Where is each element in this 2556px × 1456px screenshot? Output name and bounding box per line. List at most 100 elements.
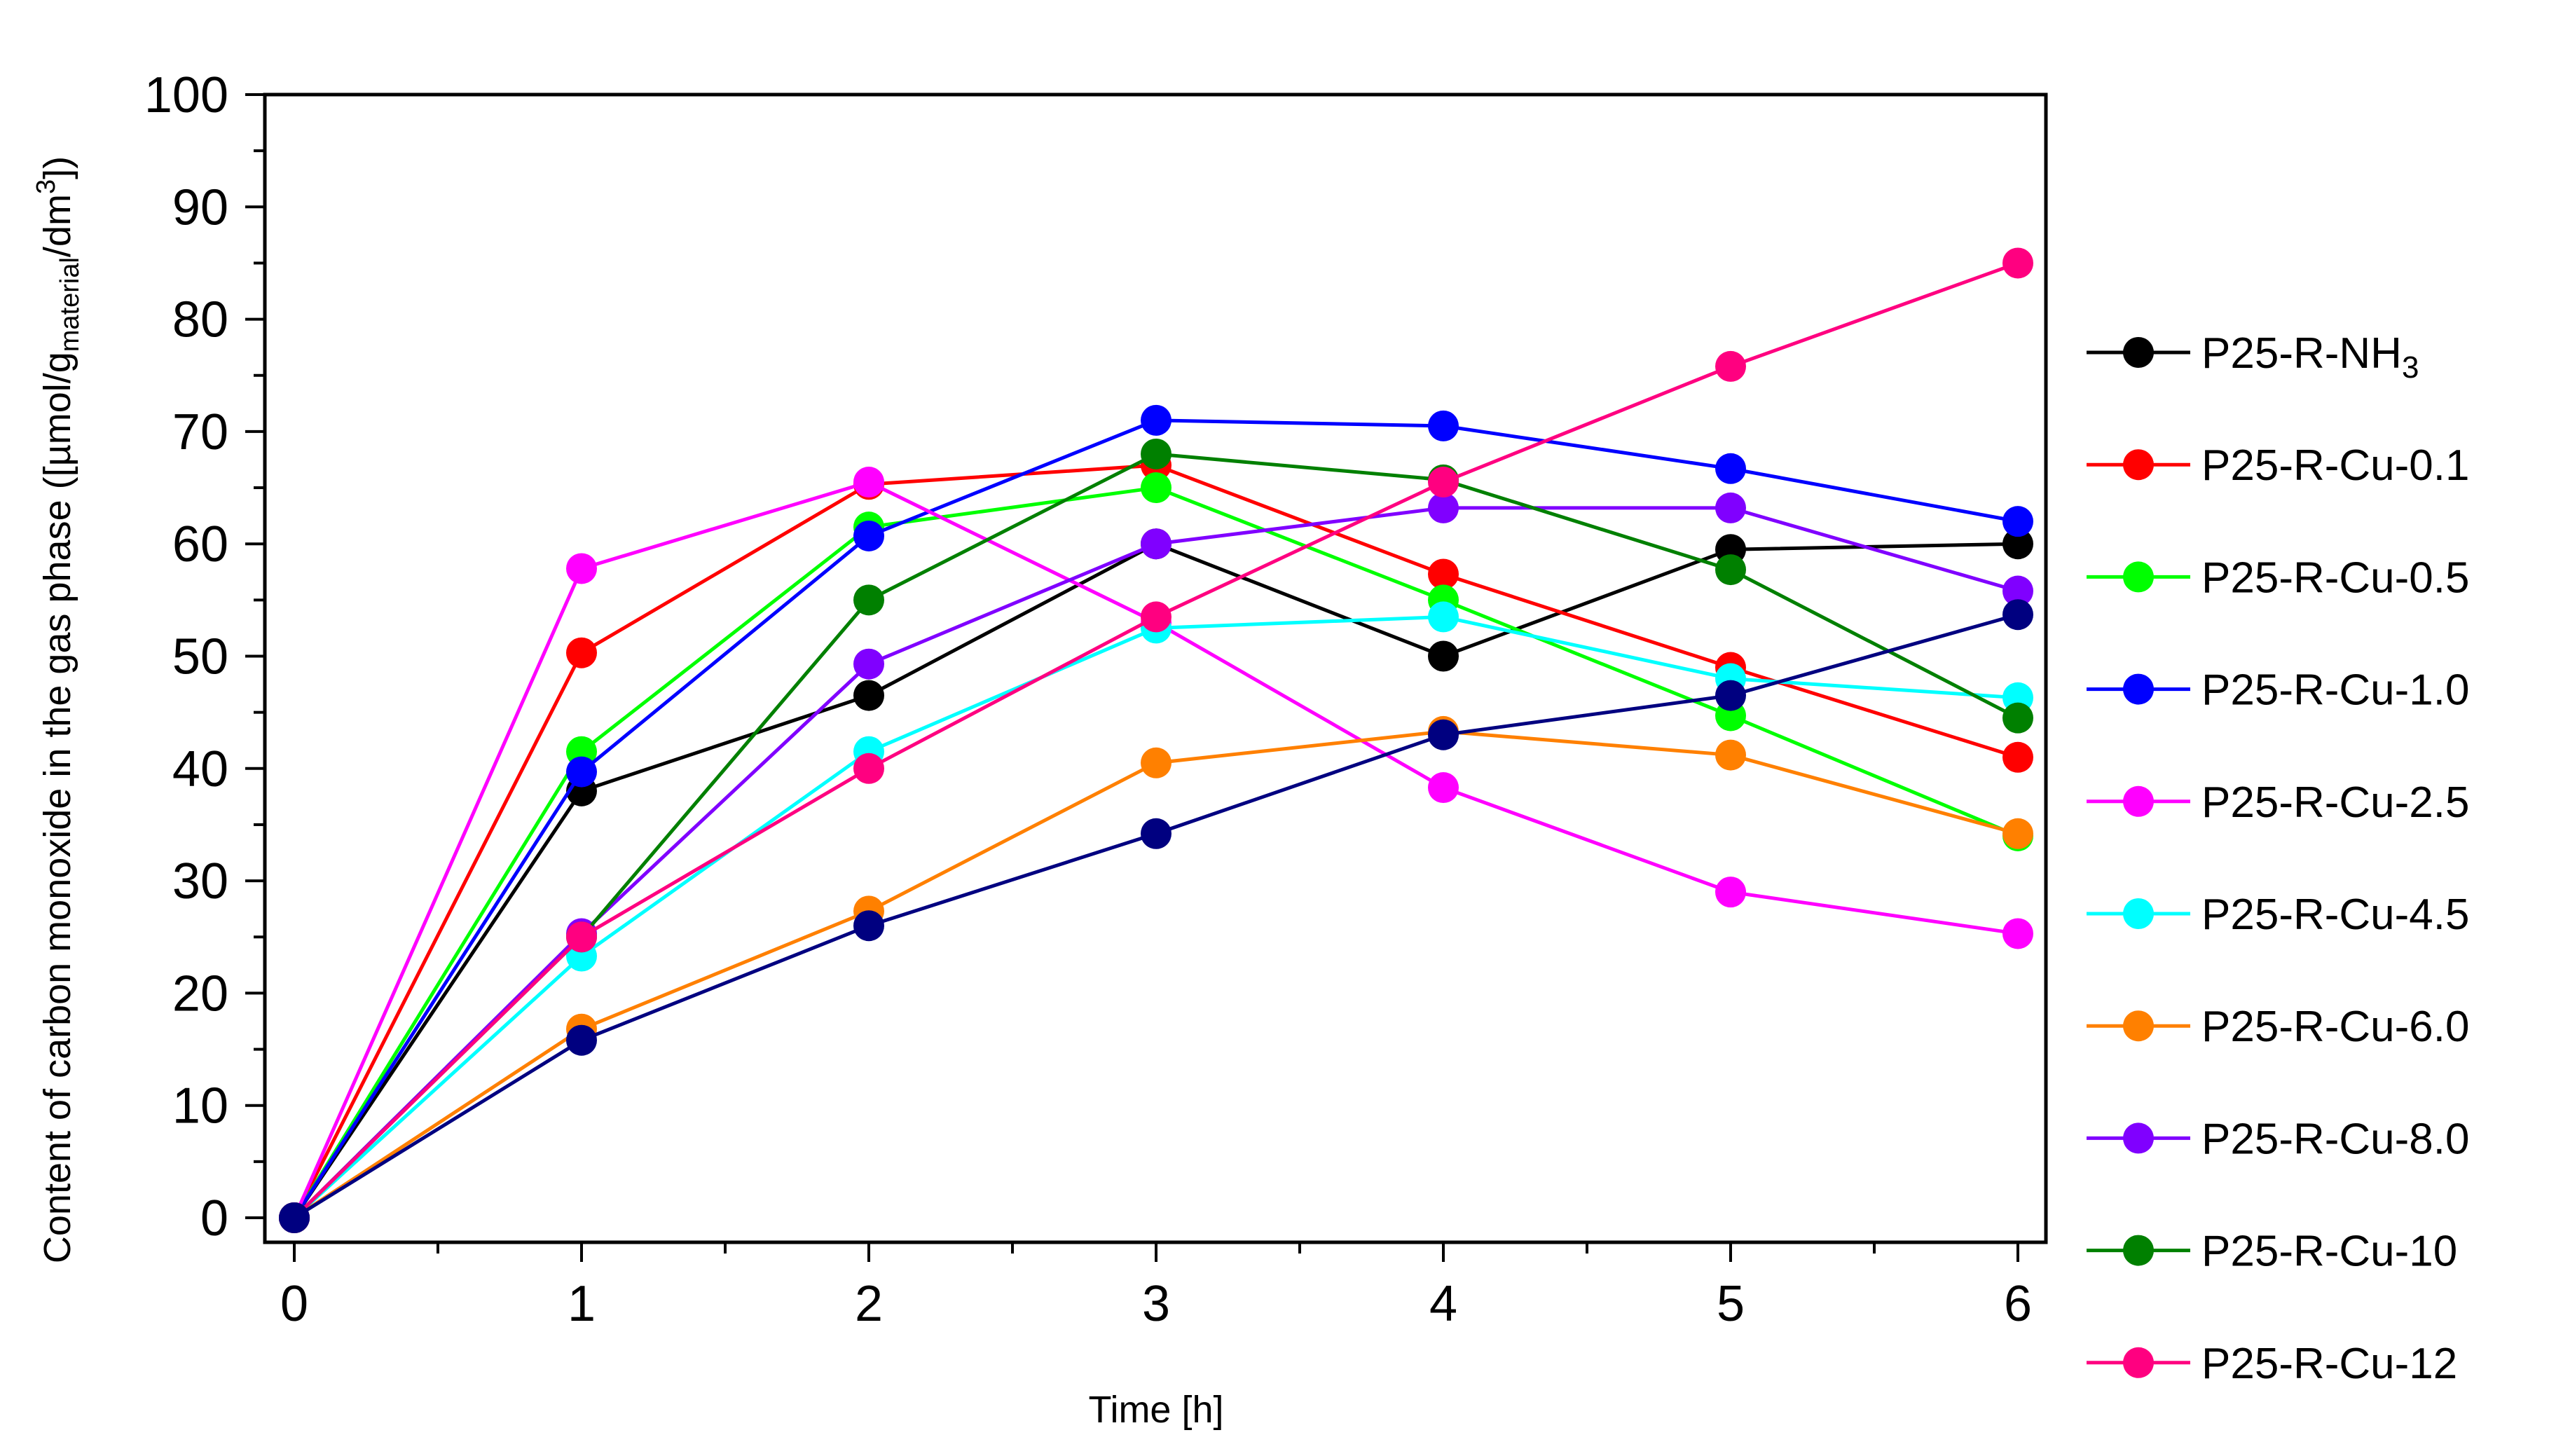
legend-item: P25-R-Cu-1.0 (2087, 666, 2469, 715)
legend-marker (2123, 1347, 2154, 1378)
series-line (292, 542, 2019, 1219)
axes: 0 10 20 30 40 50 60 70 80 90 100 0 1 2 3 4 5 6 (144, 67, 2048, 1332)
data-point (1428, 558, 1459, 590)
legend-item: P25-R-Cu-10 (2087, 1228, 2457, 1276)
legend-label: P25-R-Cu-4.5 (2201, 891, 2469, 939)
y-tick-label: 80 (172, 292, 228, 348)
data-point (1428, 492, 1459, 523)
legend-label: P25-R-Cu-12 (2201, 1340, 2457, 1388)
data-point (566, 1024, 597, 1056)
legend-label: P25-R-Cu-1.0 (2201, 666, 2469, 715)
data-point (279, 1202, 310, 1233)
data-point (1141, 404, 1172, 436)
legend-marker (2123, 449, 2154, 481)
legend-label: P25-R-Cu-6.0 (2201, 1003, 2469, 1051)
x-tick-label: 6 (2004, 1276, 2032, 1332)
y-tick-label: 100 (144, 67, 228, 123)
data-point (1715, 739, 1746, 771)
data-point (853, 753, 884, 784)
data-point (1141, 747, 1172, 778)
legend-marker (2123, 785, 2154, 817)
data-point (1428, 772, 1459, 804)
y-tick-label: 60 (172, 516, 228, 572)
data-point (1715, 680, 1746, 711)
legend-marker (2123, 1010, 2154, 1042)
series-line (293, 729, 2019, 1220)
data-point (2002, 247, 2033, 279)
x-tick-label: 2 (855, 1276, 883, 1332)
data-point (566, 921, 597, 953)
data-point (1715, 492, 1746, 523)
legend-item: P25-R-Cu-0.5 (2087, 554, 2469, 602)
data-point (1715, 877, 1746, 908)
y-axis-title-superscript: 3 (32, 179, 61, 194)
data-point (853, 467, 884, 498)
data-point (1715, 554, 1746, 586)
y-tick-label: 10 (172, 1078, 228, 1134)
plot-series (279, 247, 2033, 1233)
x-tick-label: 5 (1717, 1276, 1745, 1332)
legend-marker (2123, 561, 2154, 593)
legend-item: P25-R-Cu-4.5 (2087, 891, 2469, 939)
legend-item: P25-R-Cu-0.1 (2087, 441, 2469, 490)
series-line (292, 486, 2019, 1219)
legend-label: P25-R-Cu-2.5 (2201, 778, 2469, 827)
x-tick-label: 1 (568, 1276, 596, 1332)
data-point (566, 756, 597, 788)
legend-label: P25-R-Cu-0.1 (2201, 441, 2469, 490)
series-P25-R-Cu-12 (279, 247, 2033, 1233)
legend-item: P25-R-Cu-8.0 (2087, 1115, 2469, 1163)
y-tick-label: 90 (172, 179, 228, 235)
legend-item: P25-R-NH3 (2087, 329, 2419, 385)
data-point (2002, 702, 2033, 734)
y-tick-label: 50 (172, 629, 228, 685)
y-tick-label: 0 (200, 1190, 228, 1246)
data-point (1428, 719, 1459, 750)
data-point (853, 910, 884, 942)
legend-marker (2123, 1122, 2154, 1154)
legend-label: P25-R-Cu-8.0 (2201, 1115, 2469, 1163)
data-point (2002, 741, 2033, 773)
x-tick-label: 4 (1429, 1276, 1457, 1332)
data-point (1715, 350, 1746, 382)
data-point (2002, 528, 2033, 560)
data-point (2002, 818, 2033, 849)
legend: P25-R-NH3 P25-R-Cu-0.1 P25-R-Cu-0.5 P25-R-C… (2087, 329, 2469, 1456)
data-point (1428, 467, 1459, 498)
y-axis-title-subscript: material (55, 257, 85, 352)
data-point (2002, 599, 2033, 631)
legend-item: P25-R-Cu-6.0 (2087, 1003, 2469, 1051)
data-point (2002, 575, 2033, 607)
data-point (853, 648, 884, 680)
data-point (1141, 818, 1172, 849)
series-line (292, 480, 2019, 1219)
series-line (293, 612, 2019, 1220)
series-P25-R-Cu-4.5 (279, 601, 2033, 1233)
y-axis-title-prefix: Content of carbon monoxide in the gas ph… (36, 352, 78, 1263)
data-point (1428, 410, 1459, 441)
x-tick-label: 0 (280, 1276, 308, 1332)
y-axis-title-suffix: ]) (36, 156, 78, 179)
data-point (1428, 640, 1459, 672)
data-point (566, 637, 597, 668)
y-axis-title: Content of carbon monoxide in the gas ph… (32, 156, 85, 1263)
legend-marker (2123, 337, 2154, 368)
legend-label: P25-R-Cu-0.5 (2201, 554, 2469, 602)
data-point (1141, 601, 1172, 633)
legend-marker (2123, 898, 2154, 929)
data-point (566, 553, 597, 584)
y-tick-label: 20 (172, 966, 228, 1022)
y-axis-title-mid: /dm (36, 194, 78, 257)
series-P25-R-Cu-14 (279, 599, 2033, 1233)
x-tick-label: 3 (1142, 1276, 1170, 1332)
x-axis-title: Time [h] (1088, 1389, 1223, 1431)
data-point (1428, 601, 1459, 633)
y-tick-label: 30 (172, 853, 228, 909)
legend-marker (2123, 673, 2154, 705)
y-tick-label: 70 (172, 404, 228, 460)
legend-marker (2123, 1235, 2154, 1266)
y-tick-label: 40 (172, 741, 228, 797)
legend-label: P25-R-Cu-14 (2201, 1452, 2457, 1456)
legend-item: P25-R-Cu-14 (2201, 1452, 2457, 1456)
